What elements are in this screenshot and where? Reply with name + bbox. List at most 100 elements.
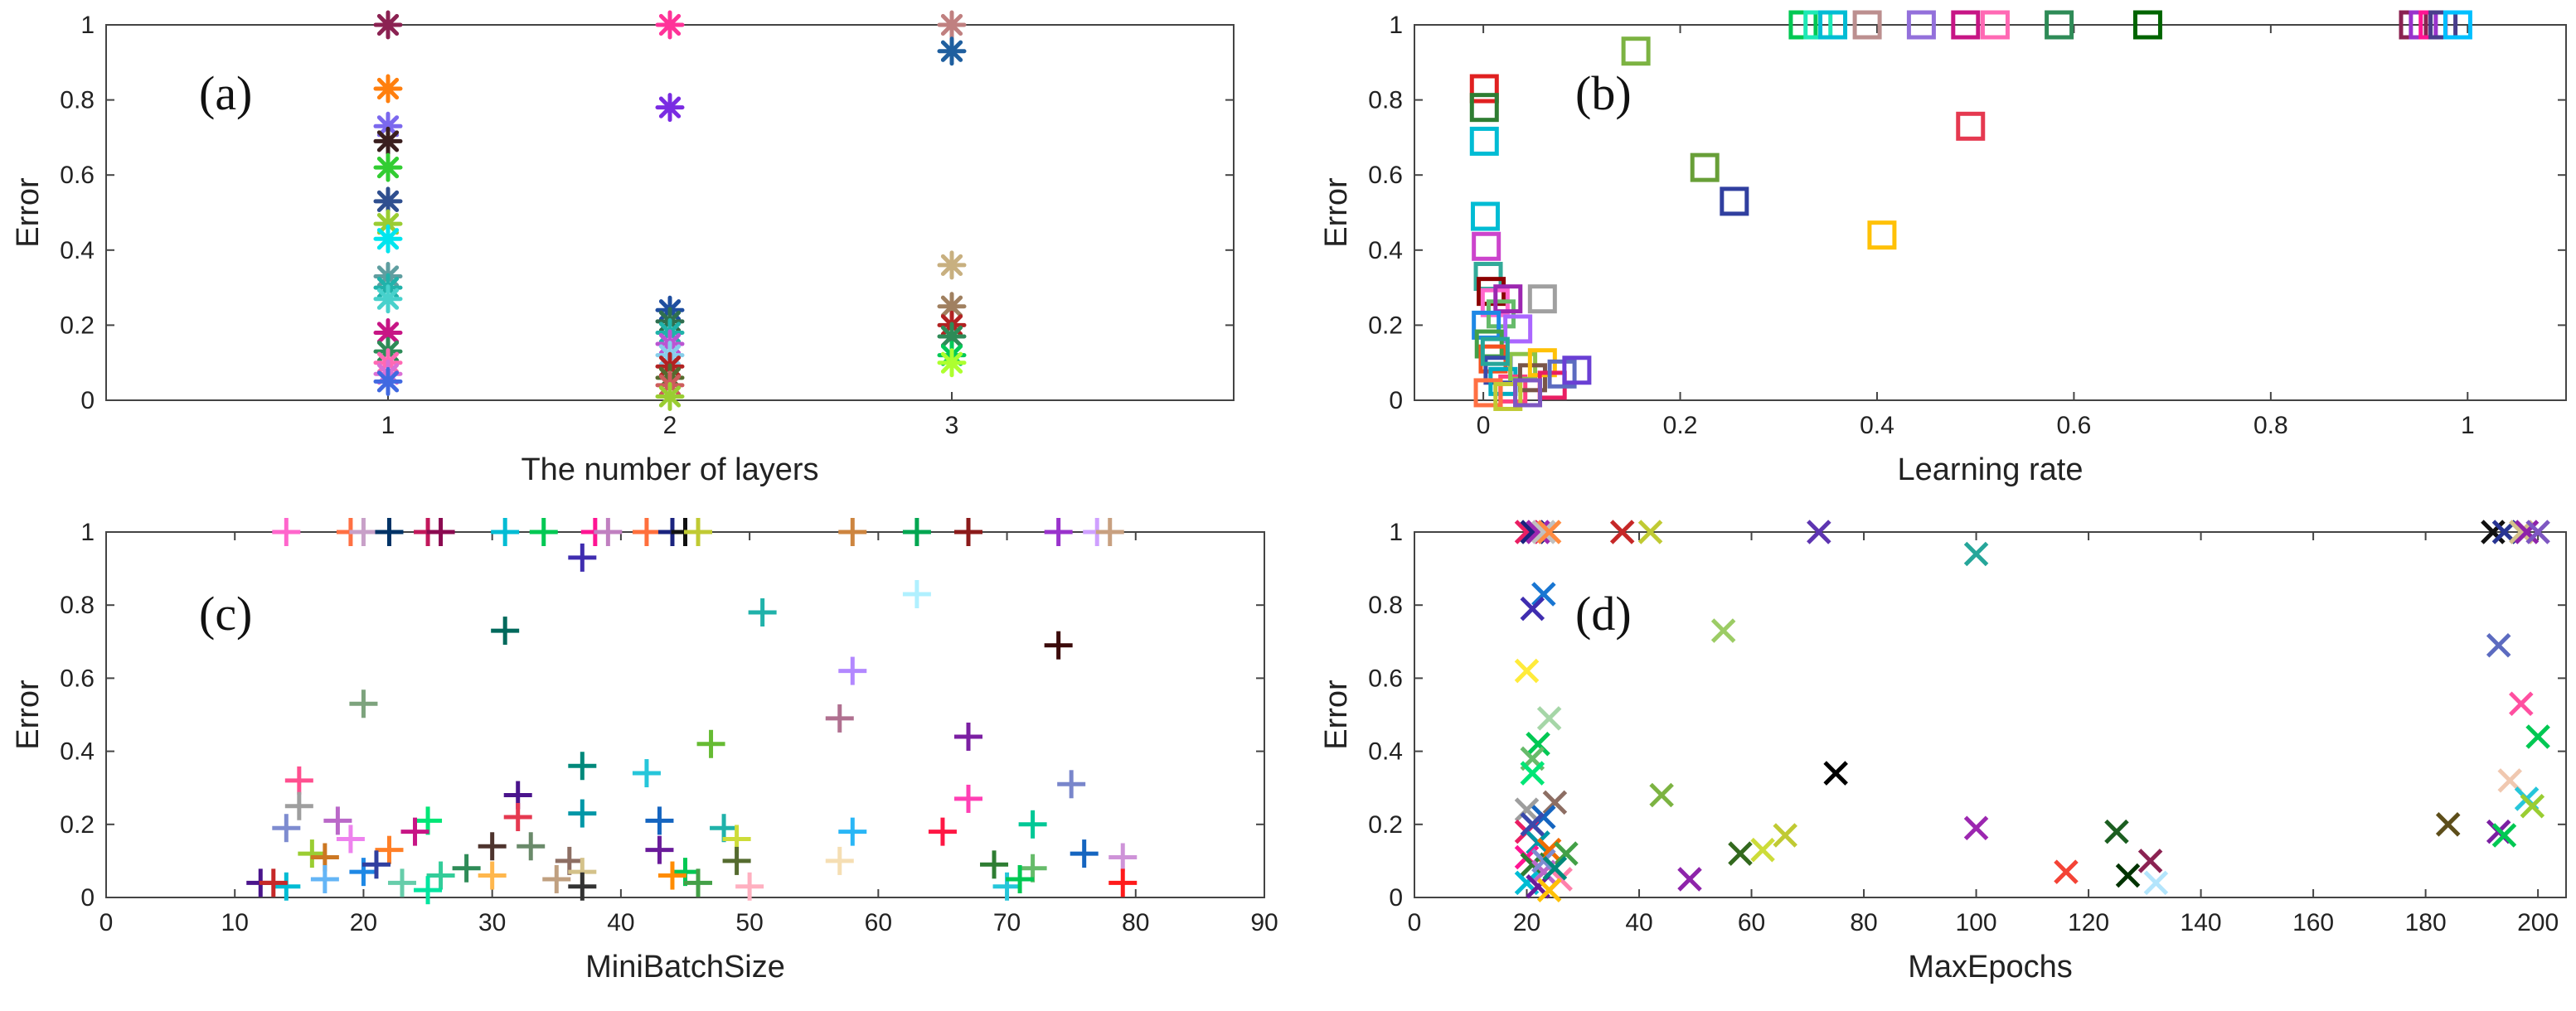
- data-point: [1469, 126, 1499, 156]
- x-tick-label: 60: [1738, 909, 1765, 936]
- x-tick-label: 30: [478, 909, 506, 936]
- data-point: [310, 864, 339, 893]
- data-point: [1562, 356, 1592, 385]
- x-tick-label: 0.6: [2057, 412, 2092, 439]
- data-point: [1018, 810, 1047, 839]
- data-point: [373, 284, 403, 314]
- data-point: [1531, 582, 1556, 607]
- data-point: [349, 689, 378, 718]
- data-point: [1956, 111, 1986, 141]
- data-point: [1951, 10, 1981, 40]
- data-point: [1526, 520, 1550, 544]
- data-point: [478, 861, 507, 890]
- data-point: [1514, 658, 1540, 684]
- data-point: [902, 518, 931, 546]
- y-tick-label: 0: [80, 387, 95, 414]
- data-point: [2481, 520, 2506, 544]
- data-point: [1963, 815, 1989, 840]
- data-point: [491, 617, 520, 646]
- data-point: [1469, 74, 1499, 104]
- data-point: [503, 802, 532, 831]
- data-point: [259, 868, 288, 897]
- data-point: [2428, 10, 2458, 40]
- data-point: [937, 250, 967, 280]
- data-point: [373, 126, 403, 156]
- y-tick-label: 0.8: [1368, 87, 1403, 114]
- x-tick-label: 3: [945, 412, 959, 439]
- data-point: [2525, 520, 2550, 544]
- x-tick-label: 40: [1625, 909, 1652, 936]
- data-point: [1526, 830, 1550, 855]
- y-tick-label: 0.4: [1368, 237, 1403, 264]
- y-tick-label: 0.6: [60, 162, 95, 189]
- y-tick-label: 0: [1389, 387, 1403, 414]
- data-point: [937, 322, 967, 351]
- data-point: [1526, 732, 1550, 757]
- x-tick-label: 0.2: [1663, 412, 1698, 439]
- data-point: [1536, 878, 1562, 902]
- data-point: [735, 872, 764, 901]
- data-point: [542, 864, 571, 893]
- data-point: [336, 825, 365, 854]
- data-point: [1109, 843, 1138, 872]
- panel-label-b: (b): [1575, 66, 1632, 120]
- y-axis-label: Error: [11, 680, 46, 750]
- data-point: [1517, 363, 1547, 393]
- data-point: [298, 839, 327, 868]
- data-point: [1773, 823, 1797, 848]
- data-point: [373, 366, 403, 396]
- data-point: [696, 729, 725, 758]
- data-point: [478, 832, 507, 861]
- x-tick-label: 1: [2461, 412, 2475, 439]
- data-point: [400, 817, 429, 846]
- data-point: [1503, 314, 1533, 344]
- data-point: [568, 799, 597, 828]
- data-point: [375, 518, 404, 546]
- data-point: [2443, 10, 2472, 40]
- data-point: [284, 791, 313, 820]
- panel-d: 0 20 40 60 80 100 120 140 160 180 200 0 0.2 0.4 0.6 0.8…: [1319, 519, 2567, 984]
- data-point: [2054, 859, 2079, 884]
- data-point: [722, 846, 751, 875]
- y-tick-label: 1: [1389, 519, 1403, 546]
- y-tick-label: 0.2: [60, 811, 95, 839]
- data-point: [1531, 849, 1556, 873]
- x-tick-label: 40: [607, 909, 634, 936]
- plot-frame-c: [105, 531, 1265, 898]
- data-point: [937, 10, 967, 40]
- x-tick-label: 2: [663, 412, 677, 439]
- data-point: [2435, 812, 2461, 837]
- x-axis-label: Learning rate: [1898, 452, 2084, 487]
- data-point: [1044, 518, 1073, 546]
- data-point: [937, 36, 967, 66]
- x-tick-label: 140: [2181, 909, 2222, 936]
- data-point: [2491, 823, 2517, 848]
- data-point: [1513, 378, 1543, 408]
- data-point: [838, 817, 867, 846]
- data-point: [517, 832, 546, 861]
- data-point: [992, 872, 1021, 901]
- data-point: [2115, 863, 2141, 888]
- data-point: [1542, 855, 1568, 881]
- data-point: [1867, 220, 1897, 250]
- data-point: [1520, 812, 1545, 837]
- x-tick-label: 60: [865, 909, 892, 936]
- data-point: [937, 348, 967, 378]
- data-point: [1906, 10, 1936, 40]
- data-point: [272, 518, 301, 546]
- data-point: [838, 518, 867, 546]
- x-tick-label: 200: [2517, 909, 2559, 936]
- data-point: [1527, 284, 1557, 314]
- data-point: [2045, 10, 2074, 40]
- x-tick-label: 80: [1850, 909, 1877, 936]
- data-point: [529, 518, 558, 546]
- data-point: [953, 722, 982, 751]
- data-point: [928, 817, 957, 846]
- y-axis-label: Error: [1319, 680, 1354, 750]
- panel-label-d: (d): [1575, 587, 1632, 641]
- y-axis-label: Error: [11, 177, 46, 248]
- data-point: [2520, 793, 2545, 819]
- data-point: [1109, 868, 1138, 897]
- data-point: [1803, 10, 1833, 40]
